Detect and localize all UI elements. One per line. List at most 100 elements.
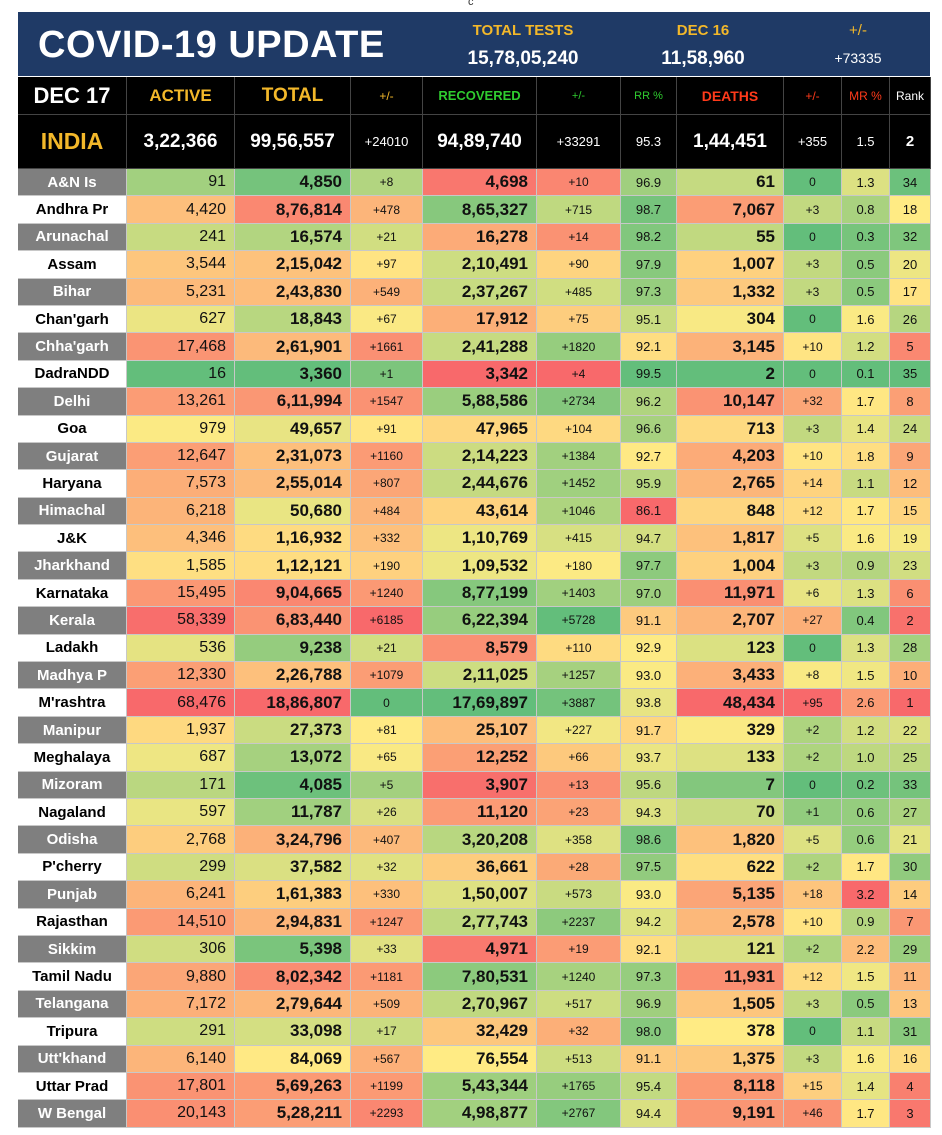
table-row: Mizoram 171 4,085 +5 3,907 +13 95.6 7 0 0.2 33 <box>18 771 931 799</box>
state-name: Arunachal <box>18 223 127 252</box>
cell-recovered: 3,342 <box>423 360 537 389</box>
cell-total: 84,069 <box>235 1045 351 1073</box>
cell-rr: 96.2 <box>621 388 677 416</box>
state-name: Manipur <box>18 716 127 745</box>
cell-rank: 32 <box>890 223 931 252</box>
cell-recovered-change: +75 <box>537 305 621 334</box>
cell-deaths-change: +2 <box>784 935 842 964</box>
cell-recovered-change: +66 <box>537 744 621 772</box>
state-name: J&K <box>18 525 127 553</box>
cell-rr: 98.2 <box>621 223 677 252</box>
cell-total: 8,76,814 <box>235 196 351 224</box>
table-row: Manipur 1,937 27,373 +81 25,107 +227 91.7 329 +2… <box>18 716 931 745</box>
table-row: J&K 4,346 1,16,932 +332 1,10,769 +415 94.7 1,81… <box>18 525 931 553</box>
cell-recovered-change: +485 <box>537 278 621 306</box>
table-row: Kerala 58,339 6,83,440 +6185 6,22,394 +5728 91… <box>18 607 931 635</box>
cell-active: 14,510 <box>127 908 235 936</box>
cell-active: 20,143 <box>127 1100 235 1128</box>
india-row: INDIA 3,22,366 99,56,557 +24010 94,89,74… <box>18 115 931 169</box>
cell-rank: 27 <box>890 798 931 827</box>
cell-total: 6,83,440 <box>235 607 351 635</box>
cell-mr: 1.5 <box>842 662 890 690</box>
cell-mr: 0.9 <box>842 552 890 580</box>
table-row: Utt'khand 6,140 84,069 +567 76,554 +513 91.1 1,… <box>18 1045 931 1073</box>
state-name: Gujarat <box>18 442 127 471</box>
cell-total: 11,787 <box>235 798 351 827</box>
state-name: Jharkhand <box>18 552 127 580</box>
cell-deaths: 11,971 <box>677 579 784 608</box>
table-row: Himachal 6,218 50,680 +484 43,614 +1046 86.1 84… <box>18 497 931 526</box>
india-rank: 2 <box>890 115 931 169</box>
cell-mr: 1.4 <box>842 415 890 443</box>
cell-total: 2,43,830 <box>235 278 351 306</box>
dec16-label: DEC 16 <box>676 22 730 39</box>
cell-rr: 95.4 <box>621 1072 677 1101</box>
cell-total-change: +65 <box>351 744 423 772</box>
cell-total-change: +8 <box>351 169 423 197</box>
cell-total: 50,680 <box>235 497 351 526</box>
cell-deaths: 9,191 <box>677 1100 784 1128</box>
cell-recovered: 4,98,877 <box>423 1100 537 1128</box>
cell-total: 1,61,383 <box>235 881 351 909</box>
cell-recovered: 8,579 <box>423 634 537 663</box>
cell-mr: 1.2 <box>842 716 890 745</box>
cell-rr: 92.7 <box>621 442 677 471</box>
cell-active: 7,573 <box>127 470 235 498</box>
cell-rr: 95.9 <box>621 470 677 498</box>
table-row: M'rashtra 68,476 18,86,807 0 17,69,897 +3887 9… <box>18 689 931 717</box>
cell-recovered-change: +1257 <box>537 662 621 690</box>
cell-total: 2,26,788 <box>235 662 351 690</box>
state-name: DadraNDD <box>18 360 127 389</box>
cell-rank: 9 <box>890 442 931 471</box>
cell-recovered-change: +104 <box>537 415 621 443</box>
table-row: Delhi 13,261 6,11,994 +1547 5,88,586 +2734 96.… <box>18 388 931 416</box>
cell-rank: 33 <box>890 771 931 799</box>
cell-total: 9,238 <box>235 634 351 663</box>
cell-mr: 1.0 <box>842 744 890 772</box>
cell-recovered: 25,107 <box>423 716 537 745</box>
cell-recovered: 17,912 <box>423 305 537 334</box>
cell-deaths-change: +15 <box>784 1072 842 1101</box>
header-date: DEC 17 <box>18 77 127 115</box>
cell-total: 2,31,073 <box>235 442 351 471</box>
cell-recovered: 1,10,769 <box>423 525 537 553</box>
cell-deaths-change: +3 <box>784 251 842 279</box>
table-row: Odisha 2,768 3,24,796 +407 3,20,208 +358 98.6 1… <box>18 826 931 854</box>
cell-deaths: 11,931 <box>677 963 784 991</box>
cell-total-change: +1247 <box>351 908 423 936</box>
table-row: Gujarat 12,647 2,31,073 +1160 2,14,223 +1384 9… <box>18 442 931 471</box>
cell-total: 2,15,042 <box>235 251 351 279</box>
cell-recovered: 1,09,532 <box>423 552 537 580</box>
cell-recovered-change: +28 <box>537 853 621 882</box>
cell-total-change: +67 <box>351 305 423 334</box>
cell-mr: 1.1 <box>842 470 890 498</box>
cell-rr: 94.2 <box>621 908 677 936</box>
cell-total-change: +2293 <box>351 1100 423 1128</box>
header-deaths-change: +/- <box>784 77 842 115</box>
cell-rank: 6 <box>890 579 931 608</box>
cell-deaths: 713 <box>677 415 784 443</box>
cell-rr: 93.0 <box>621 662 677 690</box>
cell-total-change: +509 <box>351 990 423 1019</box>
cell-rr: 98.6 <box>621 826 677 854</box>
cell-deaths: 3,145 <box>677 333 784 361</box>
cell-total: 1,16,932 <box>235 525 351 553</box>
cell-mr: 1.3 <box>842 634 890 663</box>
cell-deaths: 1,817 <box>677 525 784 553</box>
cell-deaths-change: +46 <box>784 1100 842 1128</box>
cell-recovered: 5,43,344 <box>423 1072 537 1101</box>
cell-rank: 24 <box>890 415 931 443</box>
state-name: Utt'khand <box>18 1045 127 1073</box>
cell-deaths-change: 0 <box>784 1018 842 1046</box>
cell-rr: 96.9 <box>621 169 677 197</box>
india-mr: 1.5 <box>842 115 890 169</box>
cell-active: 16 <box>127 360 235 389</box>
cell-deaths-change: +12 <box>784 497 842 526</box>
state-name: Chha'garh <box>18 333 127 361</box>
cell-total-change: +1181 <box>351 963 423 991</box>
cell-rank: 13 <box>890 990 931 1019</box>
cell-rr: 98.0 <box>621 1018 677 1046</box>
cell-mr: 1.6 <box>842 305 890 334</box>
table-row: Tripura 291 33,098 +17 32,429 +32 98.0 378 0 1.1 3… <box>18 1018 931 1046</box>
cell-rr: 98.7 <box>621 196 677 224</box>
